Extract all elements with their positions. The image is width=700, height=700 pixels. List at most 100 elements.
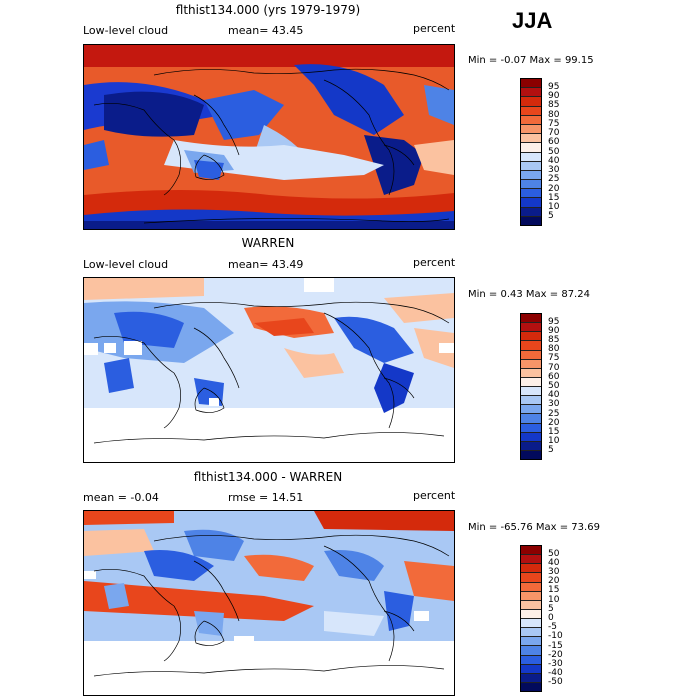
colorbar-label: 90	[548, 91, 560, 101]
panel-2-colorbar	[520, 313, 542, 460]
colorbar-segment	[521, 350, 541, 360]
panel-2-minmax: Min = 0.43 Max = 87.24	[468, 289, 590, 300]
panel-1-units-label: percent	[413, 22, 456, 35]
colorbar-label: 40	[548, 155, 560, 166]
colorbar-segment	[521, 143, 541, 153]
colorbar-segment	[521, 546, 541, 556]
colorbar-segment	[521, 664, 541, 674]
colorbar-segment	[521, 377, 541, 387]
colorbar-label: 20	[548, 417, 560, 428]
colorbar-segment	[521, 189, 541, 199]
colorbar-segment	[521, 323, 541, 333]
colorbar-label: 95	[548, 316, 560, 327]
colorbar-segment	[521, 207, 541, 217]
colorbar-segment	[521, 450, 541, 459]
colorbar-segment	[521, 79, 541, 89]
colorbar-label: 85	[548, 100, 560, 111]
panel-1-title: flthist134.000 (yrs 1979-1979)	[175, 3, 361, 17]
colorbar-segment	[521, 655, 541, 665]
colorbar-segment	[521, 124, 541, 135]
colorbar-segment	[521, 555, 541, 565]
colorbar-label: 20	[548, 576, 560, 587]
colorbar-label: 50	[548, 381, 560, 391]
colorbar-label: -40	[548, 668, 563, 679]
colorbar-segment	[521, 441, 541, 451]
colorbar-label: 25	[548, 174, 560, 185]
colorbar-label: 15	[548, 585, 560, 596]
colorbar-label: 30	[548, 399, 560, 410]
colorbar-segment	[521, 600, 541, 610]
colorbar-segment	[521, 414, 541, 424]
colorbar-label: 0	[548, 613, 554, 623]
colorbar-segment	[521, 682, 541, 691]
colorbar-segment	[521, 582, 541, 592]
colorbar-segment	[521, 88, 541, 98]
colorbar-label: 60	[548, 137, 560, 148]
colorbar-label: 85	[548, 335, 560, 346]
panel-1-mean-label: mean= 43.45	[228, 24, 304, 37]
colorbar-segment	[521, 673, 541, 683]
colorbar-segment	[521, 628, 541, 638]
panel-2-units-label: percent	[413, 256, 456, 269]
colorbar-segment	[521, 646, 541, 656]
panel-3-minmax: Min = -65.76 Max = 73.69	[468, 522, 600, 533]
colorbar-label: 10	[548, 436, 560, 447]
colorbar-label: 80	[548, 344, 560, 355]
panel-3-title: flthist134.000 - WARREN	[193, 470, 343, 484]
colorbar-segment	[521, 591, 541, 601]
colorbar-segment	[521, 564, 541, 574]
panel-2-mean-label: mean= 43.49	[228, 258, 304, 271]
panel-3-units-label: percent	[413, 489, 456, 502]
panel-3-colorbar	[520, 545, 542, 692]
colorbar-label: 15	[548, 426, 560, 437]
colorbar-segment	[521, 97, 541, 107]
panel-2-variable-label: Low-level cloud	[83, 258, 169, 271]
colorbar-label: 50	[548, 548, 560, 559]
colorbar-label: 75	[548, 118, 560, 129]
panel-2-map	[83, 277, 455, 463]
colorbar-label: -30	[548, 658, 563, 669]
colorbar-label: -5	[548, 622, 557, 633]
colorbar-segment	[521, 573, 541, 583]
colorbar-label: 10	[548, 594, 560, 605]
panel-1-variable-label: Low-level cloud	[83, 24, 169, 37]
colorbar-segment	[521, 332, 541, 342]
colorbar-segment	[521, 115, 541, 125]
colorbar-label: 80	[548, 109, 560, 120]
colorbar-segment	[521, 170, 541, 181]
colorbar-label: 95	[548, 81, 560, 92]
colorbar-label: 75	[548, 353, 560, 364]
panel-1-map	[83, 44, 455, 230]
colorbar-segment	[521, 637, 541, 647]
colorbar-segment	[521, 198, 541, 208]
colorbar-segment	[521, 134, 541, 144]
colorbar-label: 5	[548, 211, 554, 222]
colorbar-label: -20	[548, 649, 563, 660]
colorbar-segment	[521, 359, 541, 369]
panel-3-rmse-label: rmse = 14.51	[228, 491, 304, 504]
colorbar-label: 5	[548, 445, 554, 456]
colorbar-label: 20	[548, 183, 560, 194]
colorbar-label: 5	[548, 603, 554, 614]
colorbar-label: 15	[548, 192, 560, 203]
colorbar-label: 30	[548, 165, 560, 175]
colorbar-label: 50	[548, 146, 560, 157]
colorbar-segment	[521, 396, 541, 406]
season-label: JJA	[512, 8, 553, 33]
colorbar-label: 40	[548, 557, 560, 568]
colorbar-label: 70	[548, 362, 560, 373]
colorbar-segment	[521, 368, 541, 378]
colorbar-label: 90	[548, 325, 560, 336]
colorbar-label: 40	[548, 390, 560, 401]
colorbar-segment	[521, 341, 541, 351]
colorbar-label: 70	[548, 128, 560, 138]
panel-3-mean-label: mean = -0.04	[83, 491, 159, 504]
colorbar-label: -15	[548, 640, 563, 651]
colorbar-segment	[521, 180, 541, 190]
colorbar-segment	[521, 387, 541, 397]
colorbar-label: 10	[548, 202, 560, 212]
colorbar-segment	[521, 423, 541, 433]
colorbar-segment	[521, 609, 541, 619]
panel-3-map	[83, 510, 455, 696]
colorbar-segment	[521, 161, 541, 171]
